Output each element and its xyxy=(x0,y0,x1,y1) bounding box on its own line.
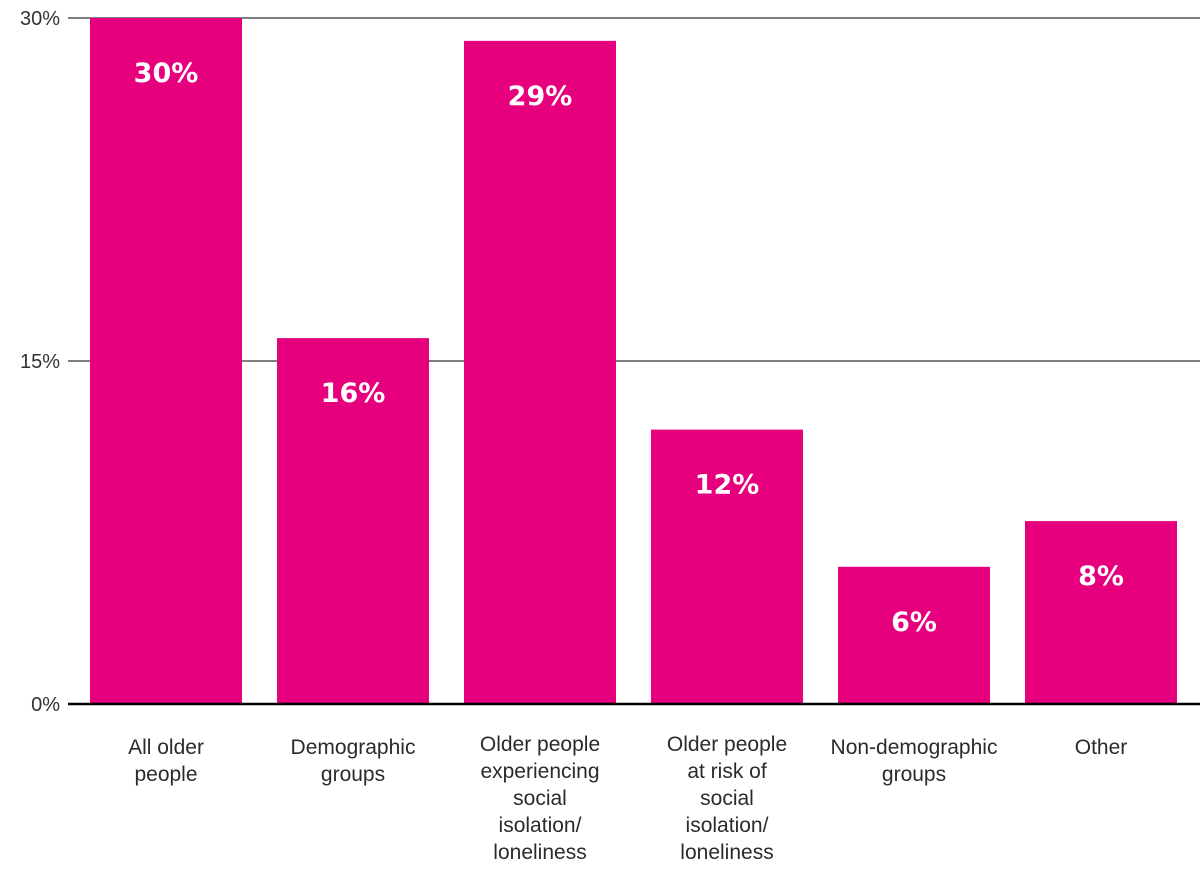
category-label-line: loneliness xyxy=(493,841,586,864)
y-tick-label: 30% xyxy=(20,8,60,30)
category-label-line: Older people xyxy=(667,733,787,756)
category-label-line: isolation/ xyxy=(686,814,769,837)
bar-value-label: 8% xyxy=(1078,561,1124,592)
category-label-line: groups xyxy=(321,763,385,786)
y-tick-label: 15% xyxy=(20,351,60,373)
category-label: Non-demographic groups xyxy=(831,736,998,786)
category-label-line: Non-demographic xyxy=(831,736,998,759)
category-label-line: experiencing xyxy=(480,760,599,783)
category-label: Older people at risk of social isolation/lo… xyxy=(667,733,787,864)
category-label-line: isolation/ xyxy=(499,814,582,837)
category-label: All older people xyxy=(128,736,204,786)
category-label-line: Older people xyxy=(480,733,600,756)
x-axis-labels: All older people Demographic groups Older pe… xyxy=(128,733,1127,864)
bar xyxy=(838,566,990,704)
category-label-line: loneliness xyxy=(680,841,773,864)
category-label: Other xyxy=(1075,736,1128,759)
gridlines xyxy=(68,17,1200,362)
category-label-line: social xyxy=(513,787,567,810)
category-label-line: Other xyxy=(1075,736,1128,759)
category-label: Demographic groups xyxy=(291,736,416,786)
bar xyxy=(464,40,616,705)
bar-value-label: 16% xyxy=(321,378,386,409)
category-label-line: social xyxy=(700,787,754,810)
bar-value-label: 6% xyxy=(891,607,937,638)
bar-value-label: 12% xyxy=(695,470,760,501)
category-label-line: All older xyxy=(128,736,204,759)
bar xyxy=(90,18,242,704)
bars: 30% 16% 29% 12% 6% 8% xyxy=(90,18,1177,705)
category-label-line: at risk of xyxy=(687,760,767,783)
bar xyxy=(651,429,803,704)
y-axis: 0% 15% 30% xyxy=(20,8,1200,716)
bar-value-label: 29% xyxy=(508,81,573,112)
category-label-line: people xyxy=(134,763,197,786)
category-label: Older people experiencing social isolation/… xyxy=(480,733,600,864)
bar xyxy=(1025,521,1177,704)
bar xyxy=(277,338,429,704)
category-label-line: Demographic xyxy=(291,736,416,759)
category-label-line: groups xyxy=(882,763,946,786)
bar-value-label: 30% xyxy=(134,58,199,89)
y-tick-label: 0% xyxy=(31,694,60,716)
